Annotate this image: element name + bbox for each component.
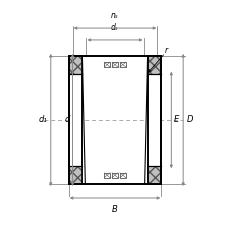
Bar xyxy=(68,56,82,184)
Bar xyxy=(68,166,82,184)
Text: B: B xyxy=(112,205,117,214)
Bar xyxy=(104,62,110,67)
Text: d₁: d₁ xyxy=(39,116,48,124)
Text: nₛ: nₛ xyxy=(111,11,118,20)
Bar xyxy=(147,166,161,184)
Bar xyxy=(119,173,125,178)
Bar xyxy=(112,62,117,67)
Bar xyxy=(68,56,82,74)
Text: r: r xyxy=(164,46,167,55)
Bar xyxy=(104,173,110,178)
Bar xyxy=(147,56,161,184)
Text: E: E xyxy=(174,116,179,124)
Bar xyxy=(112,173,117,178)
Text: dₛ: dₛ xyxy=(111,23,118,32)
Text: D: D xyxy=(186,116,193,124)
Bar xyxy=(119,62,125,67)
Bar xyxy=(147,56,161,74)
Text: d: d xyxy=(64,116,69,124)
Bar xyxy=(82,56,147,184)
